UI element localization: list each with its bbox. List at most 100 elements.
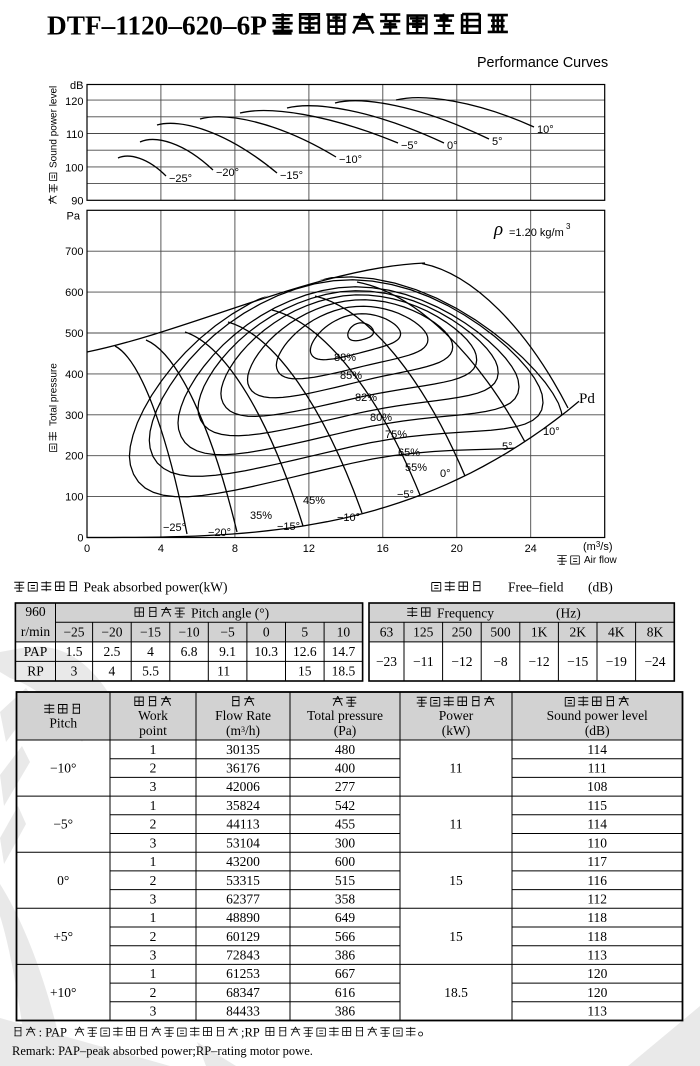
svg-text:250: 250 bbox=[452, 625, 473, 640]
svg-text:Sound power level: Sound power level bbox=[547, 708, 648, 723]
svg-text:: PAP: : PAP bbox=[39, 1026, 67, 1040]
svg-text:82%: 82% bbox=[355, 392, 377, 404]
svg-text:3: 3 bbox=[150, 779, 157, 794]
svg-text:36176: 36176 bbox=[226, 761, 260, 776]
svg-text:120: 120 bbox=[587, 966, 608, 981]
svg-text:−10°: −10° bbox=[337, 512, 360, 524]
svg-text:110: 110 bbox=[66, 129, 84, 141]
svg-text:43200: 43200 bbox=[226, 854, 260, 869]
svg-text:Remark: PAP–peak absorbed powe: Remark: PAP–peak absorbed power;RP–ratin… bbox=[12, 1044, 313, 1058]
svg-text:20: 20 bbox=[451, 543, 463, 555]
svg-text:1: 1 bbox=[150, 742, 157, 757]
svg-text:5.5: 5.5 bbox=[142, 664, 159, 679]
svg-text:500: 500 bbox=[65, 328, 83, 340]
svg-text:−20: −20 bbox=[101, 625, 122, 640]
svg-text:48890: 48890 bbox=[226, 910, 260, 925]
svg-text:15: 15 bbox=[298, 664, 312, 679]
svg-text:90: 90 bbox=[71, 195, 83, 207]
svg-text:277: 277 bbox=[335, 779, 356, 794]
svg-text:600: 600 bbox=[335, 854, 356, 869]
svg-text:15: 15 bbox=[449, 873, 463, 888]
svg-text:(dB): (dB) bbox=[585, 723, 610, 738]
svg-text:dB: dB bbox=[70, 80, 83, 92]
svg-text:386: 386 bbox=[335, 1004, 356, 1019]
svg-text:−8: −8 bbox=[493, 654, 508, 669]
svg-text:−5°: −5° bbox=[53, 817, 73, 832]
svg-text:72843: 72843 bbox=[226, 948, 260, 963]
svg-text:−10°: −10° bbox=[339, 154, 362, 166]
svg-text:30135: 30135 bbox=[226, 742, 260, 757]
svg-text:4K: 4K bbox=[608, 625, 625, 640]
svg-text:Sound power level: Sound power level bbox=[49, 86, 60, 168]
svg-text:300: 300 bbox=[335, 835, 356, 850]
svg-text:Pitch angle (°): Pitch angle (°) bbox=[191, 605, 269, 620]
svg-text:55%: 55% bbox=[405, 462, 427, 474]
svg-text:62377: 62377 bbox=[226, 892, 260, 907]
svg-text:649: 649 bbox=[335, 910, 356, 925]
svg-text:118: 118 bbox=[587, 929, 607, 944]
svg-text:−20°: −20° bbox=[216, 167, 239, 179]
svg-text:2: 2 bbox=[150, 817, 157, 832]
svg-text:358: 358 bbox=[335, 892, 356, 907]
svg-text:53315: 53315 bbox=[226, 873, 260, 888]
svg-text:1: 1 bbox=[150, 798, 157, 813]
svg-text:Flow Rate: Flow Rate bbox=[215, 708, 271, 723]
svg-text:6.8: 6.8 bbox=[181, 644, 198, 659]
svg-text:542: 542 bbox=[335, 798, 355, 813]
svg-text:35824: 35824 bbox=[226, 798, 260, 813]
svg-text:11: 11 bbox=[450, 761, 463, 776]
svg-text:−5°: −5° bbox=[401, 140, 418, 152]
svg-text:r/min: r/min bbox=[21, 624, 50, 639]
svg-text:Work: Work bbox=[138, 708, 168, 723]
svg-text:+10°: +10° bbox=[50, 985, 77, 1000]
svg-text:110: 110 bbox=[587, 835, 607, 850]
svg-text:18.5: 18.5 bbox=[332, 664, 356, 679]
svg-text:+5°: +5° bbox=[53, 929, 73, 944]
svg-text:2.5: 2.5 bbox=[103, 644, 120, 659]
svg-text:−23: −23 bbox=[376, 654, 397, 669]
svg-text:700: 700 bbox=[65, 246, 83, 258]
svg-text:−15°: −15° bbox=[277, 521, 300, 533]
svg-text:10: 10 bbox=[337, 625, 351, 640]
svg-text:Pitch: Pitch bbox=[49, 716, 77, 731]
svg-text:PAP: PAP bbox=[24, 644, 48, 659]
svg-text:88%: 88% bbox=[334, 352, 356, 364]
svg-text:120: 120 bbox=[587, 985, 608, 1000]
svg-text:2: 2 bbox=[150, 873, 157, 888]
svg-text:=1.20 kg/m: =1.20 kg/m bbox=[509, 227, 564, 239]
svg-text:Performance Curves: Performance Curves bbox=[477, 55, 608, 71]
svg-text:667: 667 bbox=[335, 966, 356, 981]
svg-text:35%: 35% bbox=[250, 510, 272, 522]
svg-text:0°: 0° bbox=[447, 140, 458, 152]
svg-text:68347: 68347 bbox=[226, 985, 260, 1000]
svg-text:(dB): (dB) bbox=[588, 580, 613, 595]
svg-text:−10°: −10° bbox=[50, 761, 77, 776]
svg-text:Peak absorbed power(kW): Peak absorbed power(kW) bbox=[84, 580, 228, 595]
svg-text:114: 114 bbox=[587, 742, 607, 757]
svg-text:−12: −12 bbox=[451, 654, 472, 669]
svg-text:0°: 0° bbox=[57, 873, 69, 888]
svg-text:10°: 10° bbox=[543, 426, 560, 438]
svg-text:Total pressure: Total pressure bbox=[49, 363, 60, 426]
svg-text:44113: 44113 bbox=[226, 817, 259, 832]
svg-text:200: 200 bbox=[65, 451, 83, 463]
svg-text:1: 1 bbox=[150, 910, 157, 925]
svg-text:0°: 0° bbox=[440, 468, 451, 480]
svg-text:−10: −10 bbox=[179, 625, 200, 640]
svg-text:Air flow: Air flow bbox=[584, 555, 618, 566]
svg-text:61253: 61253 bbox=[226, 966, 260, 981]
svg-text:53104: 53104 bbox=[226, 835, 260, 850]
svg-text:14.7: 14.7 bbox=[332, 644, 356, 659]
svg-text:2: 2 bbox=[150, 761, 157, 776]
svg-text:42006: 42006 bbox=[226, 779, 260, 794]
svg-text:−12: −12 bbox=[529, 654, 550, 669]
svg-text:386: 386 bbox=[335, 948, 356, 963]
svg-text:3: 3 bbox=[566, 222, 571, 231]
svg-text:75%: 75% bbox=[385, 429, 407, 441]
svg-text:4: 4 bbox=[158, 543, 164, 555]
svg-text:3: 3 bbox=[150, 835, 157, 850]
svg-text:−24: −24 bbox=[644, 654, 665, 669]
svg-text:−15°: −15° bbox=[280, 170, 303, 182]
svg-text:125: 125 bbox=[413, 625, 434, 640]
svg-text:12.6: 12.6 bbox=[293, 644, 317, 659]
